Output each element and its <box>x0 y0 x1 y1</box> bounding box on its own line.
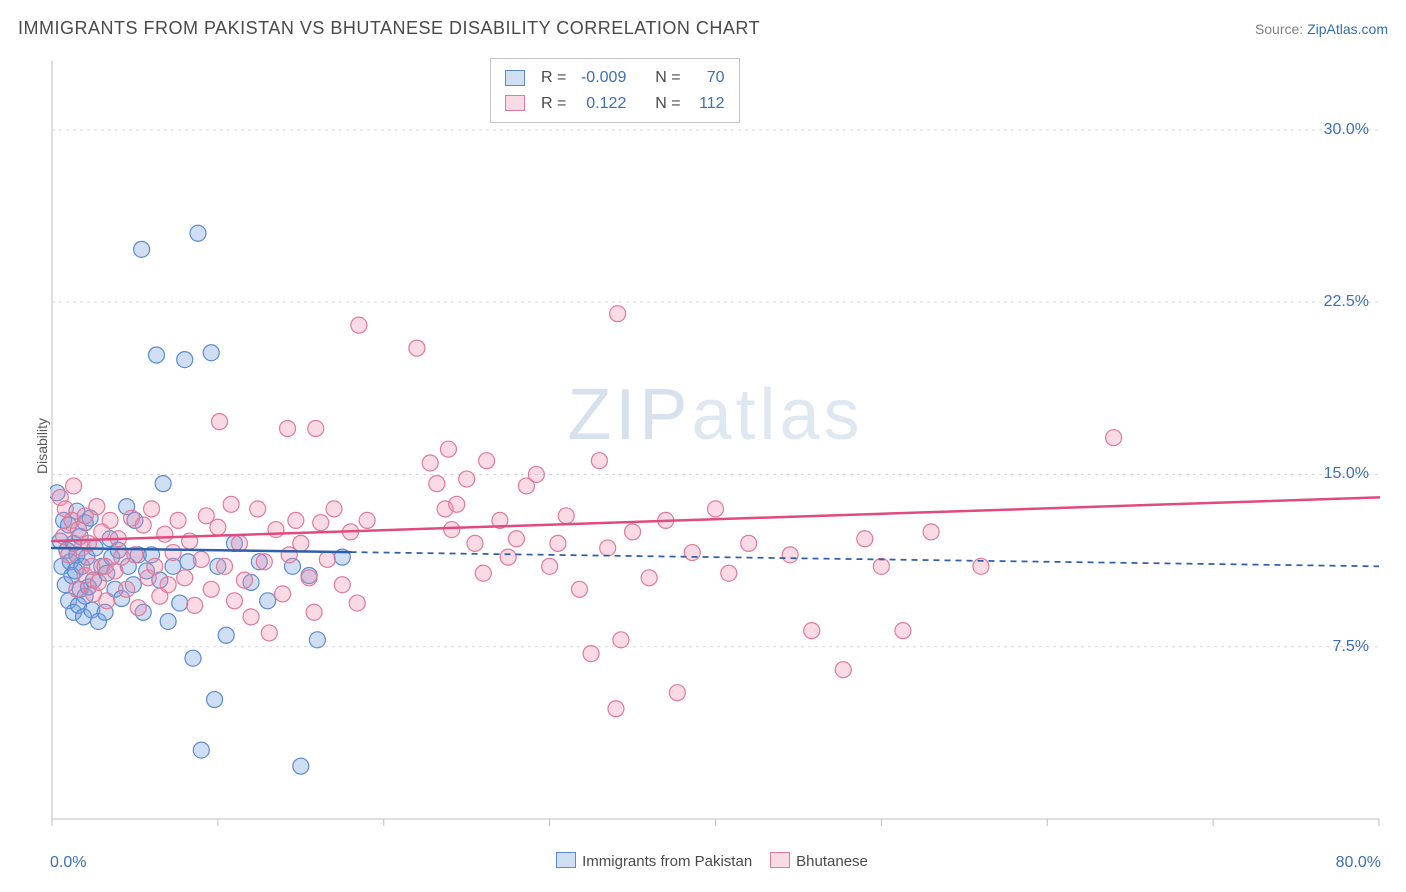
correlation-stats-box: R = -0.009 N = 70 R = 0.122 N = 112 <box>490 58 740 123</box>
y-tick-label: 30.0% <box>1324 121 1369 139</box>
N-label: N = <box>655 65 680 91</box>
legend-swatch-pakistan <box>505 70 525 86</box>
legend-swatch-bhutanese <box>770 852 790 868</box>
chart-title: IMMIGRANTS FROM PAKISTAN VS BHUTANESE DI… <box>18 18 760 39</box>
legend-swatch-pakistan <box>556 852 576 868</box>
R-value-pakistan: -0.009 <box>576 65 626 91</box>
R-label: R = <box>541 65 566 91</box>
bottom-legend: Immigrants from Pakistan Bhutanese <box>0 852 1406 870</box>
legend-label-bhutanese: Bhutanese <box>796 853 868 870</box>
N-value-bhutanese: 112 <box>691 91 725 117</box>
y-tick-label: 22.5% <box>1324 293 1369 311</box>
legend-swatch-bhutanese <box>505 95 525 111</box>
R-value-bhutanese: 0.122 <box>576 91 626 117</box>
N-value-pakistan: 70 <box>691 65 725 91</box>
source-attribution: Source: ZipAtlas.com <box>1255 21 1388 37</box>
source-prefix: Source: <box>1255 21 1307 37</box>
y-axis-label: Disability <box>34 418 50 474</box>
y-tick-label: 15.0% <box>1324 465 1369 483</box>
scatter-plot-area: ZIPatlas R =-0.009 N =70R =0.122 N =112 … <box>50 55 1381 837</box>
legend-label-pakistan: Immigrants from Pakistan <box>582 853 752 870</box>
R-label: R = <box>541 91 566 117</box>
source-link[interactable]: ZipAtlas.com <box>1307 21 1388 37</box>
y-tick-label: 7.5% <box>1333 638 1369 656</box>
N-label: N = <box>655 91 680 117</box>
stats-row-pakistan: R = -0.009 N = 70 <box>505 65 725 91</box>
stats-row-bhutanese: R = 0.122 N = 112 <box>505 91 725 117</box>
